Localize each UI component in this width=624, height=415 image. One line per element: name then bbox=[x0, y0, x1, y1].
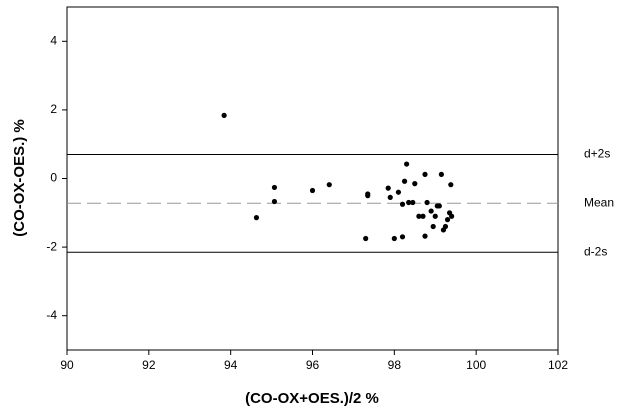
reference-label: Mean bbox=[584, 195, 614, 209]
data-point bbox=[444, 217, 451, 223]
data-point bbox=[416, 213, 422, 219]
y-axis-title: (CO-OX-OES.) % bbox=[11, 119, 28, 237]
data-point bbox=[449, 213, 455, 219]
data-point bbox=[404, 161, 410, 167]
y-tick-label: 2 bbox=[50, 102, 57, 116]
data-point bbox=[385, 185, 391, 191]
data-point bbox=[406, 199, 412, 206]
y-tick-label: -2 bbox=[46, 239, 57, 253]
x-tick-label: 92 bbox=[142, 358, 156, 372]
data-point bbox=[430, 223, 436, 230]
y-tick-label: -4 bbox=[46, 308, 57, 322]
data-point bbox=[401, 178, 408, 184]
data-point bbox=[422, 233, 428, 239]
data-point bbox=[271, 198, 278, 205]
reference-label: d-2s bbox=[584, 244, 607, 258]
x-tick-label: 94 bbox=[224, 358, 238, 372]
data-point bbox=[363, 235, 369, 242]
data-point bbox=[399, 201, 406, 207]
y-tick-label: 4 bbox=[50, 33, 57, 47]
x-tick-label: 96 bbox=[306, 358, 320, 372]
data-point bbox=[271, 184, 278, 191]
data-point bbox=[399, 234, 406, 240]
reference-label: d+2s bbox=[584, 147, 610, 161]
data-point bbox=[412, 181, 418, 187]
x-tick-label: 90 bbox=[60, 358, 74, 372]
data-point bbox=[432, 213, 438, 219]
data-point bbox=[424, 199, 430, 206]
data-point bbox=[438, 171, 444, 177]
data-point bbox=[309, 187, 316, 194]
data-point bbox=[448, 182, 454, 188]
data-point bbox=[442, 223, 449, 230]
data-point bbox=[420, 213, 426, 219]
data-point bbox=[391, 235, 397, 242]
x-axis-title: (CO-OX+OES.)/2 % bbox=[245, 390, 379, 407]
data-point bbox=[428, 208, 434, 214]
data-point bbox=[422, 171, 428, 177]
data-point bbox=[253, 215, 260, 221]
x-tick-label: 102 bbox=[548, 358, 568, 372]
y-tick-label: 0 bbox=[50, 171, 57, 185]
data-point bbox=[365, 193, 371, 199]
data-point bbox=[387, 194, 393, 200]
x-tick-label: 98 bbox=[388, 358, 402, 372]
data-point bbox=[395, 189, 402, 195]
data-point bbox=[326, 182, 332, 188]
plot-frame bbox=[66, 6, 559, 351]
data-point bbox=[436, 203, 442, 209]
data-point bbox=[221, 112, 227, 118]
x-tick-label: 100 bbox=[466, 358, 486, 372]
data-point bbox=[410, 199, 416, 206]
